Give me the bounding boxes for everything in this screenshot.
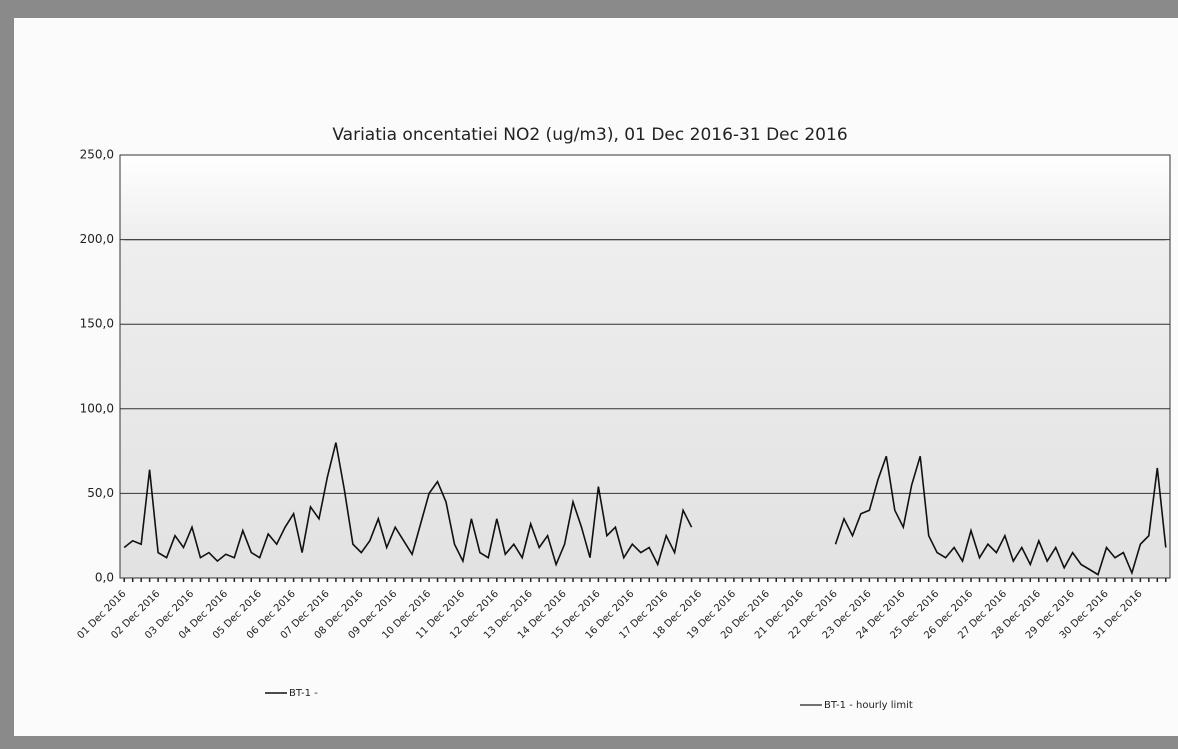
y-tick-label: 200,0 [80, 232, 114, 246]
y-tick-label: 250,0 [80, 148, 114, 162]
y-tick-label: 150,0 [80, 317, 114, 331]
y-tick-label: 50,0 [87, 486, 114, 500]
chart-title: Variatia oncentatiei NO2 (ug/m3), 01 Dec… [332, 125, 847, 145]
legend-label: BT-1 - [289, 688, 318, 699]
plot-area [119, 154, 1171, 579]
series-line [123, 442, 1167, 576]
y-tick-label: 100,0 [80, 401, 114, 415]
y-tick-label: 0,0 [95, 571, 114, 585]
legend-label: BT-1 - hourly limit [824, 700, 913, 711]
